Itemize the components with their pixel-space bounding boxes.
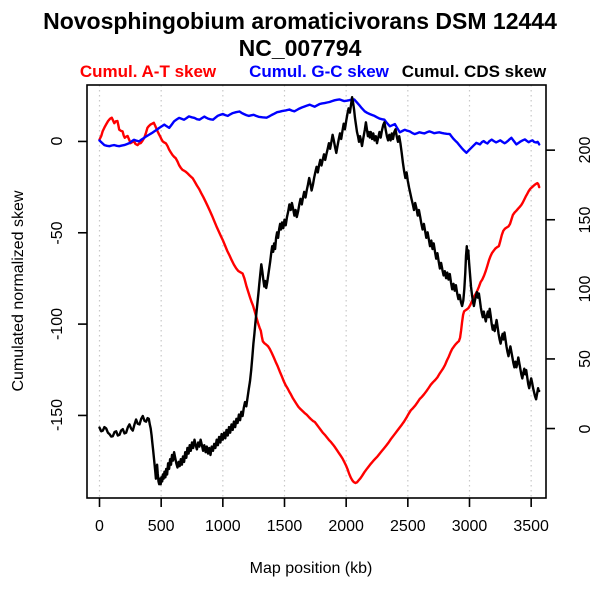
x-tick-label-1500: 1500 <box>266 518 303 535</box>
x-tick-label-3500: 3500 <box>513 518 549 535</box>
series-line-at-skew <box>98 116 541 485</box>
y-right-tick-label-0: 0 <box>577 424 594 433</box>
legend-item-gc-skew: Cumul. G-C skew <box>249 62 389 81</box>
legend-item-cds-skew: Cumul. CDS skew <box>401 62 547 81</box>
series-line-gc-skew <box>98 98 541 155</box>
legend-item-at-skew: Cumul. A-T skew <box>79 62 217 81</box>
y-right-tick-label-200: 200 <box>577 136 594 164</box>
y-right-tick-label-150: 150 <box>577 206 594 234</box>
y-left-tick-label-0: 0 <box>49 136 66 146</box>
plot-box <box>86 84 547 499</box>
series-line-cds-skew <box>98 95 541 486</box>
y-left-tick-label--50: -50 <box>49 221 66 245</box>
x-tick-label-2500: 2500 <box>390 518 426 535</box>
y-left-tick-label--100: -100 <box>49 308 66 341</box>
x-tick-label-2000: 2000 <box>328 518 364 535</box>
x-tick-label-1000: 1000 <box>205 518 241 535</box>
plot-title-line1: Novosphingobium aromaticivorans DSM 1244… <box>43 8 557 34</box>
x-tick-label-500: 500 <box>147 518 175 535</box>
plot-title-line2: NC_007794 <box>238 35 362 61</box>
y-right-tick-label-50: 50 <box>577 350 594 368</box>
x-axis-label: Map position (kb) <box>249 560 373 577</box>
y-left-tick-label--150: -150 <box>49 399 66 432</box>
x-tick-label-3000: 3000 <box>451 518 488 535</box>
y-right-tick-label-100: 100 <box>577 275 594 303</box>
x-tick-label-0: 0 <box>95 518 104 535</box>
